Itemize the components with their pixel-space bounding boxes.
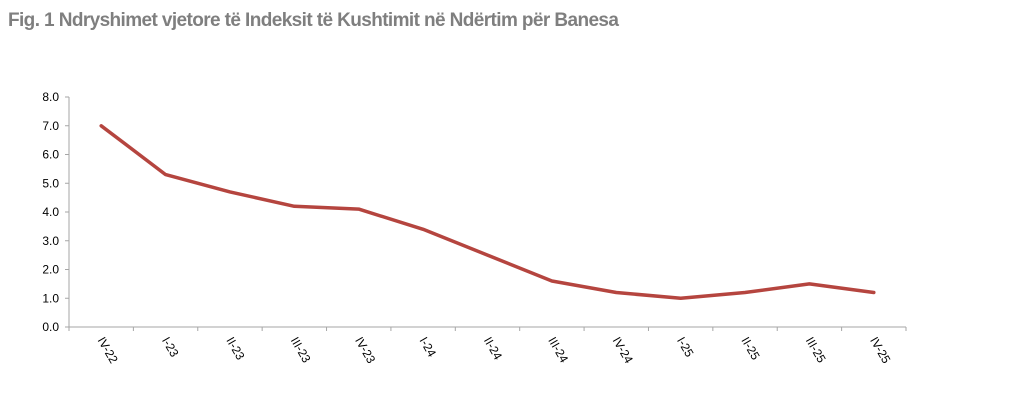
x-tick-label: III-25 (803, 335, 829, 366)
y-axis-ticks: 0.0 1.0 2.0 3.0 4.0 5.0 6.0 7.0 8.0 (42, 90, 69, 334)
y-tick-label: 8.0 (42, 90, 59, 104)
y-tick-label: 7.0 (42, 119, 59, 133)
y-tick-label: 5.0 (42, 176, 59, 190)
x-tick-label: II-23 (223, 335, 247, 363)
y-tick-label: 1.0 (42, 291, 59, 305)
y-tick-label: 2.0 (42, 263, 59, 277)
series-group (99, 124, 876, 301)
series-line (99, 124, 876, 301)
x-axis-ticks: IV-22 I-23 II-23 III-23 IV-23 I-24 II-24 III-24… (68, 327, 907, 367)
y-tick-label: 3.0 (42, 234, 59, 248)
x-tick-label: I-23 (159, 335, 182, 360)
y-tick-label: 6.0 (42, 148, 59, 162)
x-tick-label: IV-24 (610, 335, 636, 367)
x-tick-label: II-24 (481, 335, 505, 363)
x-tick-label: I-25 (674, 335, 697, 360)
x-tick-label: III-23 (288, 335, 314, 366)
chart-title: Fig. 1 Ndryshimet vjetore të Indeksit të… (8, 10, 619, 31)
x-tick-label: IV-25 (867, 335, 893, 367)
x-tick-label: I-24 (417, 335, 440, 360)
x-tick-label: IV-22 (95, 335, 121, 367)
x-tick-label: II-25 (738, 335, 762, 363)
x-tick-label: III-24 (545, 335, 571, 366)
x-tick-label: IV-23 (352, 335, 378, 367)
y-tick-label: 0.0 (42, 320, 59, 334)
y-tick-label: 4.0 (42, 205, 59, 219)
